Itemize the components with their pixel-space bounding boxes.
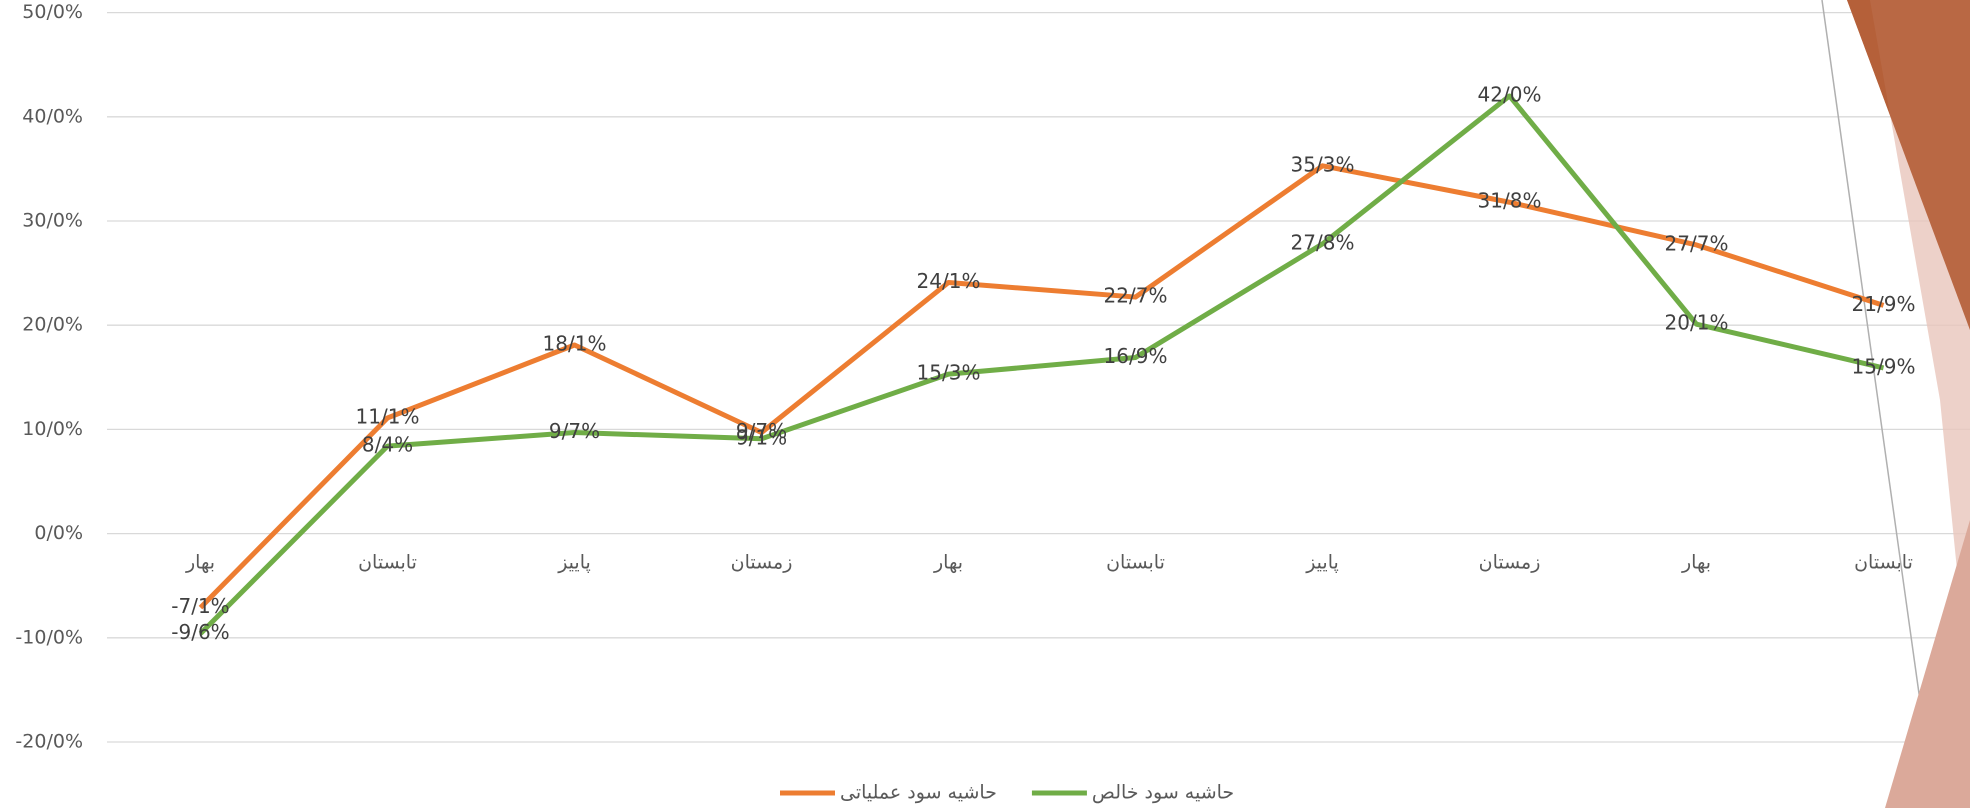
data-label: 18/1%	[543, 331, 607, 355]
x-tick-label: بهار	[1681, 552, 1711, 574]
legend-label: حاشیه سود خالص	[1092, 782, 1234, 804]
y-tick-label: -10/0%	[15, 626, 83, 648]
data-label: 8/4%	[362, 433, 413, 457]
data-label: -9/6%	[171, 620, 229, 644]
page: -20/0% -10/0% 0/0% 10/0% 20/0% 30/0% 40/0% 50/0…	[0, 0, 1970, 808]
data-label: 22/7%	[1104, 284, 1168, 308]
x-tick-label: تابستان	[1854, 552, 1913, 574]
x-tick-label: زمستان	[731, 552, 793, 574]
y-tick-label: 30/0%	[22, 210, 83, 232]
x-tick-label: پاییز	[1305, 552, 1339, 574]
data-label: 27/8%	[1291, 230, 1355, 254]
chart: -20/0% -10/0% 0/0% 10/0% 20/0% 30/0% 40/0% 50/0…	[0, 0, 1970, 808]
x-tick-label: تابستان	[1106, 552, 1165, 574]
decoration-shape	[1847, 0, 1970, 330]
x-tick-label: بهار	[933, 552, 963, 574]
data-label: 42/0%	[1478, 82, 1542, 106]
data-label: 21/9%	[1852, 292, 1916, 316]
data-label: 35/3%	[1291, 152, 1355, 176]
x-tick-label: بهار	[185, 552, 215, 574]
y-tick-label: 20/0%	[22, 314, 83, 336]
y-tick-label: 50/0%	[22, 1, 83, 23]
x-tick-label: زمستان	[1479, 552, 1541, 574]
series-line	[201, 96, 1884, 634]
data-label: 31/8%	[1478, 189, 1542, 213]
data-label: 24/1%	[917, 269, 981, 293]
data-label: 11/1%	[356, 404, 420, 428]
data-label: 16/9%	[1104, 344, 1168, 368]
data-label: 15/9%	[1852, 354, 1916, 378]
y-tick-label: 10/0%	[22, 418, 83, 440]
data-label: -7/1%	[171, 594, 229, 618]
legend-label: حاشیه سود عملیاتی	[840, 782, 997, 804]
data-label: 27/7%	[1665, 231, 1729, 255]
data-label: 9/7%	[549, 419, 600, 443]
y-tick-label: -20/0%	[15, 731, 83, 753]
x-tick-label: پاییز	[557, 552, 591, 574]
y-tick-label: 40/0%	[22, 105, 83, 127]
data-label: 20/1%	[1665, 311, 1729, 335]
y-tick-label: 0/0%	[34, 522, 83, 544]
x-tick-label: تابستان	[358, 552, 417, 574]
series-line	[201, 166, 1884, 608]
data-label: 15/3%	[917, 361, 981, 385]
data-label: 9/1%	[736, 425, 787, 449]
